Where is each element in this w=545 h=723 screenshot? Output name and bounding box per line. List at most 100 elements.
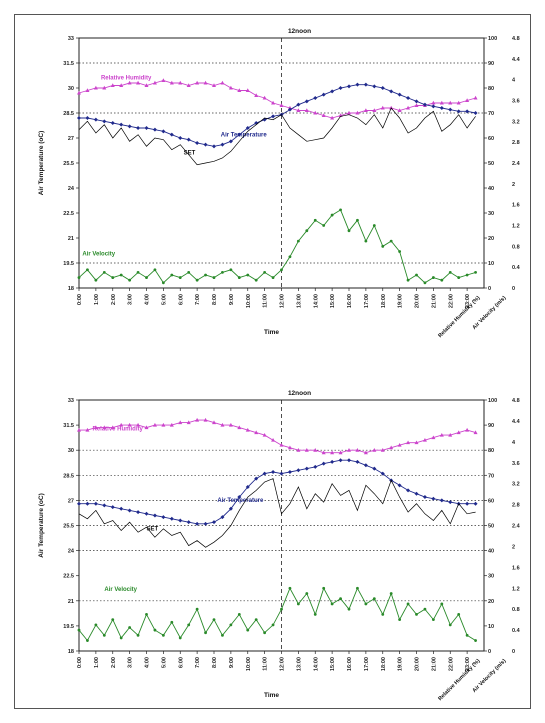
- y2-tick-label: 70: [488, 473, 494, 479]
- data-point: [372, 224, 376, 227]
- y3-tick-label: 4.4: [512, 419, 521, 425]
- y-tick-label: 25.5: [63, 524, 74, 530]
- data-point: [110, 425, 115, 430]
- data-point: [305, 592, 309, 595]
- chart-2: 12noon1819.52122.52425.52728.53031.53301…: [38, 390, 521, 702]
- data-point: [127, 124, 132, 129]
- x-tick-label: 4:00: [145, 294, 151, 305]
- x-tick-label: 18:00: [381, 294, 387, 308]
- series-line: [79, 419, 476, 454]
- y2-tick-label: 100: [488, 398, 497, 404]
- data-point: [347, 110, 351, 115]
- data-point: [203, 142, 208, 147]
- data-point: [271, 100, 276, 105]
- data-point: [457, 276, 461, 279]
- x-tick-label: 23:00: [465, 294, 471, 308]
- data-point: [296, 108, 301, 112]
- y2-tick-label: 70: [488, 111, 494, 117]
- data-point: [153, 268, 157, 272]
- x-tick-label: 17:00: [364, 294, 370, 308]
- x-tick-label: 17:00: [364, 657, 370, 671]
- data-point: [439, 100, 444, 105]
- data-point: [330, 213, 334, 217]
- data-point: [169, 132, 174, 137]
- y2-tick-label: 80: [488, 448, 494, 454]
- y2-tick-label: 10: [488, 624, 494, 630]
- data-point: [338, 458, 343, 463]
- series-set: SET: [78, 478, 476, 548]
- data-point: [271, 114, 276, 119]
- data-point: [414, 491, 419, 496]
- y-tick-label: 18: [68, 649, 74, 655]
- data-point: [144, 425, 149, 430]
- data-point: [212, 618, 216, 622]
- data-point: [77, 276, 81, 279]
- data-point: [128, 278, 132, 282]
- data-point: [330, 89, 335, 94]
- data-point: [195, 607, 199, 611]
- data-point: [313, 96, 318, 100]
- data-point: [372, 448, 377, 452]
- x-axis-title: Time: [264, 329, 279, 336]
- data-point: [304, 108, 309, 112]
- x-tick-label: 1:00: [94, 657, 100, 668]
- y3-tick-label: 2.4: [512, 524, 521, 530]
- data-point: [330, 450, 335, 455]
- data-point: [347, 229, 351, 233]
- data-point: [338, 450, 343, 455]
- data-point: [178, 636, 182, 640]
- y3-tick-label: 4.8: [512, 36, 520, 42]
- x-tick-label: 5:00: [161, 657, 167, 668]
- series-line: [78, 478, 476, 548]
- x-tick-label: 13:00: [296, 657, 302, 671]
- y-tick-label: 25.5: [63, 161, 74, 167]
- data-point: [186, 420, 191, 425]
- series-line: [79, 84, 476, 147]
- y2-tick-label: 60: [488, 498, 494, 504]
- data-point: [170, 620, 174, 624]
- data-point: [136, 422, 141, 427]
- data-point: [431, 435, 436, 440]
- series-label: Air Temperature: [217, 498, 264, 504]
- data-point: [228, 506, 233, 511]
- data-point: [228, 422, 233, 427]
- data-point: [245, 126, 250, 130]
- x-tick-label: 9:00: [229, 657, 235, 668]
- data-point: [127, 508, 132, 513]
- data-point: [144, 83, 149, 87]
- y-tick-label: 27: [68, 136, 74, 142]
- data-point: [204, 631, 207, 635]
- y-tick-label: 31.5: [63, 423, 74, 429]
- data-point: [389, 89, 394, 94]
- data-point: [111, 276, 115, 279]
- data-point: [220, 515, 225, 520]
- x-tick-label: 22:00: [448, 294, 454, 308]
- x-tick-label: 3:00: [128, 657, 134, 668]
- data-point: [304, 99, 309, 104]
- data-point: [119, 422, 124, 427]
- data-point: [465, 501, 470, 506]
- data-point: [313, 218, 317, 222]
- y3-tick-label: 4: [512, 440, 516, 446]
- data-point: [280, 268, 283, 272]
- y3-tick-label: 2: [512, 544, 515, 550]
- data-point: [77, 427, 81, 432]
- data-point: [152, 422, 157, 427]
- data-point: [372, 108, 377, 112]
- data-point: [246, 628, 250, 632]
- x-tick-label: 12:00: [280, 657, 286, 671]
- data-point: [414, 103, 419, 107]
- y-tick-label: 24: [68, 549, 75, 555]
- data-point: [237, 495, 242, 500]
- data-point: [439, 432, 444, 437]
- data-point: [93, 85, 98, 90]
- x-tick-label: 20:00: [415, 294, 421, 308]
- y-tick-label: 28.5: [63, 473, 74, 479]
- data-point: [161, 515, 166, 520]
- data-point: [263, 631, 267, 635]
- data-point: [94, 623, 98, 627]
- data-point: [389, 592, 393, 595]
- y3-tick-label: 0.4: [512, 628, 521, 634]
- x-tick-label: 2:00: [111, 657, 117, 668]
- series-relative-humidity: Relative Humidity: [77, 417, 478, 455]
